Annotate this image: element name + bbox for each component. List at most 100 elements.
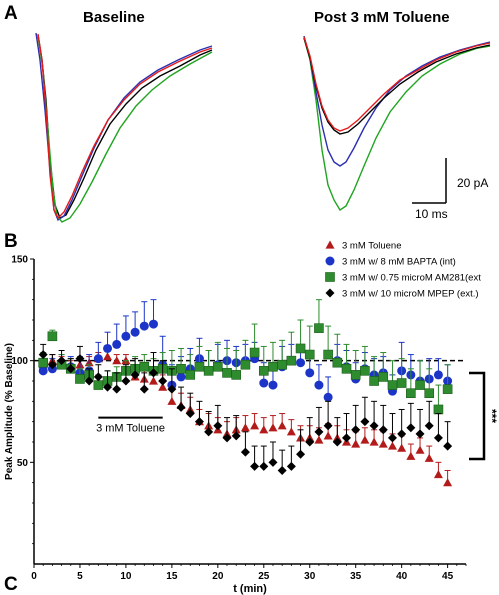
data-point-triangle bbox=[167, 396, 177, 405]
x-tick-label: 5 bbox=[77, 571, 83, 582]
data-point-diamond bbox=[387, 433, 397, 443]
post-toluene-traces bbox=[303, 35, 491, 211]
data-point-square bbox=[231, 370, 242, 380]
data-point-diamond bbox=[38, 350, 48, 360]
data-point-diamond bbox=[112, 384, 122, 394]
data-point-circle bbox=[268, 380, 278, 390]
data-point-triangle bbox=[415, 445, 425, 454]
data-point-square bbox=[406, 388, 416, 399]
data-point-diamond bbox=[231, 431, 241, 441]
data-point-diamond bbox=[158, 376, 168, 386]
data-point-triangle bbox=[397, 443, 407, 452]
data-point-triangle bbox=[323, 431, 333, 440]
data-point-diamond bbox=[204, 427, 214, 437]
data-point-diamond bbox=[93, 372, 103, 382]
data-point-diamond bbox=[323, 421, 333, 431]
baseline-title: Baseline bbox=[83, 9, 145, 26]
data-point-diamond bbox=[57, 356, 67, 366]
data-point-square bbox=[93, 380, 104, 390]
data-point-square bbox=[415, 380, 425, 390]
legend-label: 3 mM w/ 8 mM BAPTA (int) bbox=[342, 257, 456, 268]
data-point-square bbox=[185, 370, 196, 380]
data-point-diamond bbox=[240, 447, 250, 457]
chart-legend: 3 mM Toluene 3 mM w/ 8 mM BAPTA (int) 3 mM… bbox=[325, 240, 481, 300]
data-point-diamond bbox=[75, 354, 85, 364]
data-point-triangle bbox=[424, 453, 434, 462]
data-point-square bbox=[433, 404, 444, 415]
legend-marker-triangle bbox=[325, 240, 335, 249]
data-point-square bbox=[194, 361, 205, 372]
data-point-triangle bbox=[268, 423, 278, 432]
data-point-diamond bbox=[360, 417, 370, 427]
data-point-square bbox=[369, 376, 379, 386]
x-tick-label: 15 bbox=[166, 571, 178, 582]
post-trace-black bbox=[303, 37, 491, 135]
toluene-application-label: 3 mM Toluene bbox=[96, 423, 165, 435]
data-point-square bbox=[286, 355, 297, 366]
data-point-square bbox=[176, 363, 186, 374]
x-axis-label: t (min) bbox=[233, 583, 267, 595]
legend-label: 3 mM w/ 0.75 microM AM281(ext bbox=[342, 273, 481, 284]
data-point-diamond bbox=[296, 449, 306, 459]
data-point-diamond bbox=[305, 437, 315, 447]
data-point-triangle bbox=[351, 439, 361, 448]
data-point-diamond bbox=[406, 423, 416, 433]
data-point-square bbox=[350, 370, 361, 380]
x-tick-label: 30 bbox=[304, 571, 316, 582]
data-point-circle bbox=[296, 358, 306, 368]
data-point-diamond bbox=[286, 461, 296, 471]
data-point-triangle bbox=[369, 437, 379, 446]
data-point-diamond bbox=[176, 402, 186, 412]
legend-marker-circle bbox=[325, 256, 335, 266]
legend-label: 3 mM w/ 10 microM MPEP (ext.) bbox=[342, 289, 479, 300]
data-point-triangle bbox=[148, 376, 158, 385]
data-point-diamond bbox=[314, 427, 324, 437]
data-point-triangle bbox=[240, 423, 250, 432]
y-tick-label: 100 bbox=[11, 356, 28, 367]
x-tick-label: 20 bbox=[212, 571, 224, 582]
data-point-square bbox=[424, 388, 435, 399]
data-point-square bbox=[360, 366, 370, 376]
data-point-circle bbox=[259, 378, 269, 388]
x-tick-label: 25 bbox=[258, 571, 270, 582]
significance-bracket: *** bbox=[469, 371, 499, 461]
y-tick-label: 150 bbox=[11, 255, 28, 266]
baseline-trace-black bbox=[37, 34, 213, 219]
post-trace-green bbox=[303, 37, 491, 211]
chart-axes: 0 5 10 15 20 25 30 35 40 45 50 100 150 bbox=[11, 255, 467, 582]
data-point-diamond bbox=[130, 370, 140, 380]
post-trace-blue bbox=[303, 35, 491, 167]
data-point-square bbox=[387, 380, 398, 390]
data-points bbox=[38, 299, 453, 487]
data-point-square bbox=[314, 323, 324, 333]
data-point-circle bbox=[93, 354, 103, 364]
data-point-triangle bbox=[250, 421, 260, 430]
data-point-square bbox=[139, 361, 150, 372]
data-point-triangle bbox=[443, 478, 453, 487]
data-point-diamond bbox=[424, 421, 434, 431]
data-point-circle bbox=[176, 372, 186, 382]
data-point-diamond bbox=[342, 433, 352, 443]
baseline-trace-red bbox=[37, 33, 213, 220]
data-point-circle bbox=[139, 321, 149, 331]
data-point-diamond bbox=[259, 461, 269, 471]
data-point-circle bbox=[305, 368, 315, 378]
data-point-triangle bbox=[433, 470, 443, 479]
data-point-triangle bbox=[378, 439, 388, 448]
data-point-diamond bbox=[397, 429, 407, 439]
post-trace-red bbox=[303, 36, 491, 132]
data-point-square bbox=[332, 357, 343, 368]
data-point-diamond bbox=[139, 384, 149, 394]
data-point-circle bbox=[323, 392, 333, 402]
data-point-square bbox=[75, 374, 85, 384]
data-point-triangle bbox=[112, 356, 122, 365]
data-point-diamond bbox=[167, 384, 177, 394]
baseline-traces bbox=[35, 32, 213, 223]
y-axis-label: Peak Amplitude (% Baseline) bbox=[4, 343, 15, 480]
data-point-diamond bbox=[332, 437, 342, 447]
data-point-diamond bbox=[277, 465, 287, 475]
post-toluene-title: Post 3 mM Toluene bbox=[314, 9, 450, 26]
x-tick-label: 35 bbox=[350, 571, 362, 582]
data-point-diamond bbox=[222, 433, 232, 443]
